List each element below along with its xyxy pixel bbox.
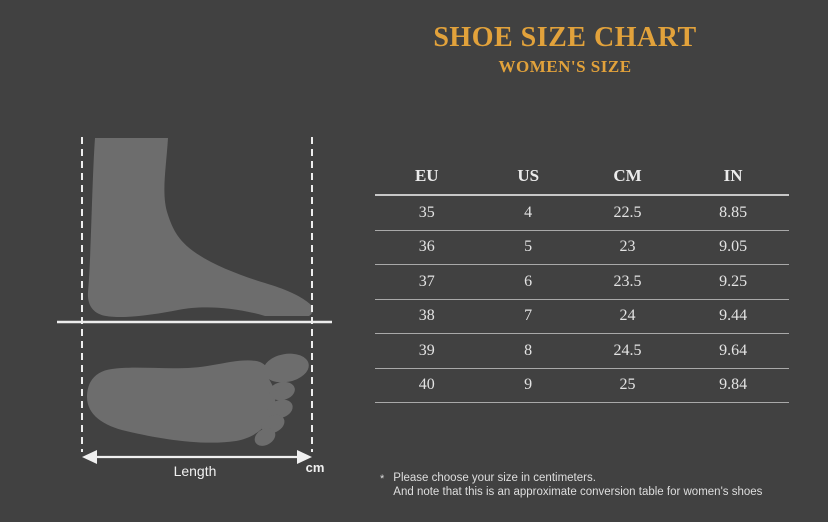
footnote-line-2: And note that this is an approximate con… [393,485,763,498]
table-row: 36 5 23 9.05 [375,230,789,265]
table-row: 35 4 22.5 8.85 [375,195,789,231]
big-toe [263,353,309,383]
table-cell: 7 [478,299,578,334]
table-cell: 23 [577,230,678,265]
footprint-illustration [87,353,309,446]
table-cell: 38 [375,299,479,334]
length-arrow [82,450,312,464]
foot-side-illustration [87,138,313,318]
table-cell: 25 [577,368,678,403]
column-header-cm: CM [577,163,678,196]
table-header-row: EU US CM IN [375,163,789,196]
table-row: 40 9 25 9.84 [375,368,789,403]
table-cell: 40 [375,368,479,403]
table-cell: 39 [375,333,479,369]
table-cell: 24 [577,299,678,334]
table-cell: 24.5 [577,333,678,369]
table-cell: 8.85 [677,195,789,231]
table-cell: 9.84 [677,368,789,403]
length-label: Length [174,463,217,479]
table-cell: 23.5 [577,264,678,300]
third-toe [267,399,293,419]
table-cell: 6 [478,264,578,300]
table-cell: 35 [375,195,479,231]
column-header-us: US [478,163,578,196]
table-cell: 8 [478,333,578,369]
little-toe [254,428,276,446]
foot-measurement-diagram: Length cm [30,120,370,510]
table-cell: 37 [375,264,479,300]
table-cell: 4 [478,195,578,231]
table-cell: 9 [478,368,578,403]
table-cell: 36 [375,230,479,265]
table-cell: 9.64 [677,333,789,369]
column-header-eu: EU [375,163,479,196]
table-row: 37 6 23.5 9.25 [375,264,789,300]
second-toe [269,381,295,401]
unit-label: cm [306,460,325,475]
footnote: * Please choose your size in centimeters… [380,472,810,499]
size-conversion-table: EU US CM IN 35 4 22.5 8.85 36 5 23 9.05 [375,163,789,403]
page-subtitle: WOMEN'S SIZE [498,57,632,76]
table-row: 39 8 24.5 9.64 [375,333,789,369]
table-cell: 9.25 [677,264,789,300]
footnote-text: Please choose your size in centimeters. … [393,472,762,499]
table-cell: 9.05 [677,230,789,265]
page-title: SHOE SIZE CHART [433,22,697,53]
arrowhead-right [297,450,312,464]
table-cell: 5 [478,230,578,265]
table-row: 38 7 24 9.44 [375,299,789,334]
asterisk-marker: * [380,473,385,485]
table-cell: 9.44 [677,299,789,334]
column-header-in: IN [677,163,789,196]
table-cell: 22.5 [577,195,678,231]
header: SHOE SIZE CHART WOMEN'S SIZE [340,22,790,77]
arrowhead-left [82,450,97,464]
footnote-line-1: Please choose your size in centimeters. [393,472,596,484]
